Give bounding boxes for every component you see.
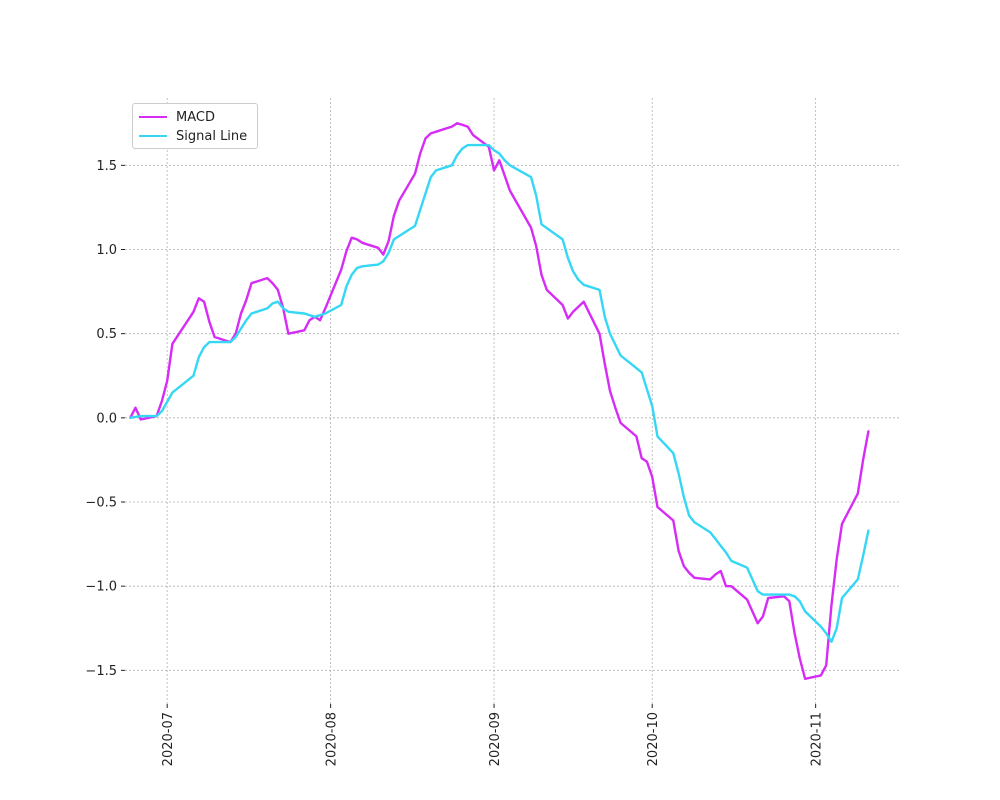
- legend-item-macd: MACD: [139, 108, 215, 126]
- x-tick-label: 2020-08: [325, 712, 340, 766]
- series-layer: [129, 121, 870, 680]
- legend-item-signal-line: Signal Line: [139, 127, 247, 145]
- x-tick-label: 2020-10: [646, 712, 661, 766]
- axes: 1.5 1.0 0.5 0.0 −0.5 −1.0 −1.5 2020-07 2020-08 20…: [85, 159, 824, 766]
- x-tick-label: 2020-09: [488, 712, 503, 766]
- series-line-macd: [129, 121, 870, 680]
- legend: MACD Signal Line: [132, 103, 258, 149]
- y-tick-label: −1.5: [85, 664, 117, 679]
- series-line-signal-line: [129, 143, 870, 643]
- x-tick-label: 2020-07: [161, 712, 176, 766]
- legend-swatch-macd: [139, 116, 167, 118]
- y-tick-label: 1.5: [96, 159, 117, 174]
- y-tick-label: −1.0: [85, 580, 117, 595]
- legend-label-signal-line: Signal Line: [176, 128, 248, 144]
- y-tick-label: 1.0: [96, 243, 117, 258]
- y-tick-label: 0.0: [96, 411, 117, 426]
- legend-swatch-signal-line: [139, 135, 167, 137]
- y-tick-label: −0.5: [85, 496, 117, 511]
- x-tick-label: 2020-11: [810, 712, 825, 766]
- legend-label-macd: MACD: [176, 109, 215, 125]
- grid: [125, 98, 900, 704]
- y-tick-label: 0.5: [96, 327, 117, 342]
